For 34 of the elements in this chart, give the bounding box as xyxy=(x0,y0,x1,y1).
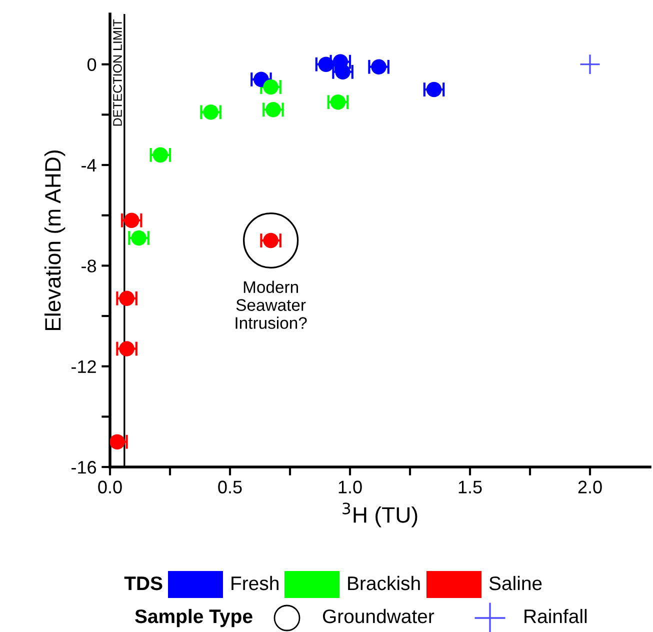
point xyxy=(266,102,281,118)
point xyxy=(579,54,601,75)
point xyxy=(263,79,278,95)
text: Groundwater xyxy=(322,608,434,624)
legend-label: Fresh xyxy=(232,576,278,590)
point xyxy=(152,147,168,163)
y-tick-label: -4 xyxy=(82,159,96,172)
point xyxy=(426,82,442,98)
x-tick-label: 0.0 xyxy=(98,480,122,494)
x-axis-title: $^{3}$H (TU) xyxy=(342,502,418,528)
x-tick-label: 2.0 xyxy=(578,480,602,494)
ref-line-label: DETECTION LIMIT xyxy=(113,19,122,126)
point xyxy=(330,94,346,110)
annotation: Modern Seawater Intrusion? xyxy=(236,280,307,329)
y-axis-title: Elevation (m AHD) xyxy=(44,150,66,330)
legend-label: Brackish xyxy=(348,576,420,590)
point xyxy=(110,434,125,450)
x-tick-label: 0.5 xyxy=(218,480,242,494)
x-tick-label: 1.0 xyxy=(338,480,362,494)
point xyxy=(131,230,146,246)
point xyxy=(119,341,134,356)
y-tick-label: 0 xyxy=(87,58,96,72)
y-tick-label: -16 xyxy=(72,460,96,474)
point xyxy=(203,104,218,120)
point xyxy=(119,290,134,306)
legend-label: Rainfall xyxy=(524,608,587,624)
text: Sample Type xyxy=(135,608,252,628)
point xyxy=(371,59,386,74)
x-tick-label: 1.5 xyxy=(458,480,482,494)
y-tick-label: -8 xyxy=(82,260,96,272)
point xyxy=(124,212,140,228)
y-tick-label: -12 xyxy=(72,360,96,373)
legend-title: TDS xyxy=(124,576,162,590)
legend-label: Saline xyxy=(489,576,542,590)
